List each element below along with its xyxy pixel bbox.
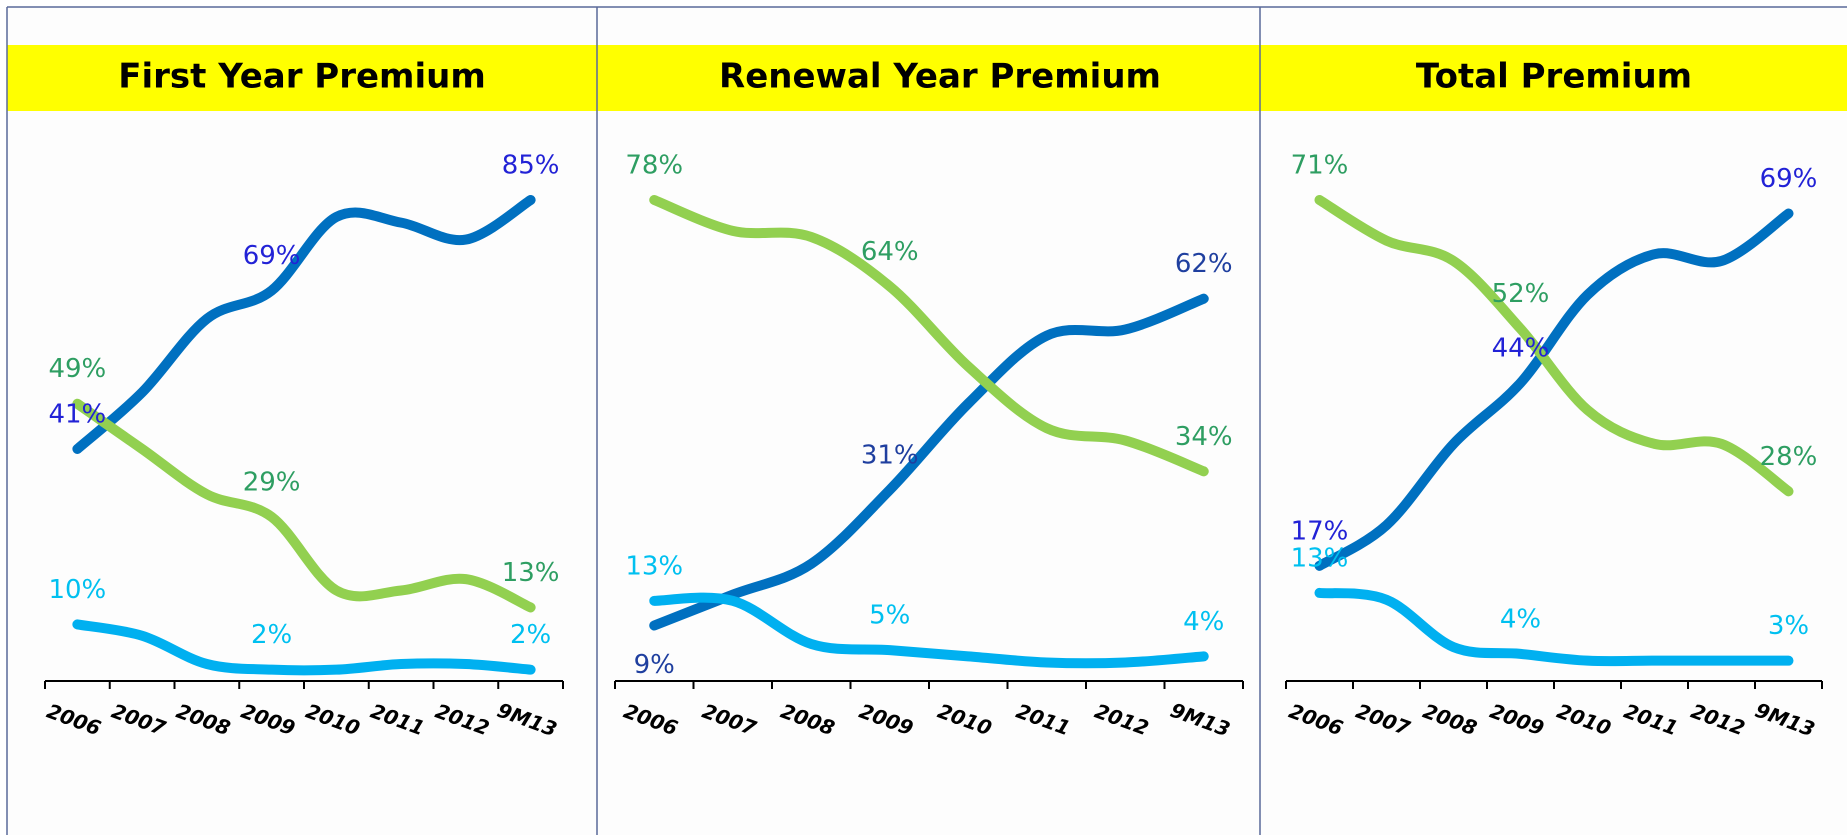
data-label: 17% xyxy=(1291,516,1349,546)
data-label: 52% xyxy=(1492,279,1550,309)
data-label: 69% xyxy=(1760,164,1818,194)
data-label: 28% xyxy=(1760,442,1818,472)
data-label: 10% xyxy=(48,575,106,605)
line-series xyxy=(649,195,1209,477)
line-series xyxy=(1314,587,1794,667)
line-series xyxy=(649,592,1209,669)
data-label: 4% xyxy=(1183,607,1224,637)
line-series xyxy=(72,195,536,454)
data-label: 29% xyxy=(243,467,301,497)
data-label: 2% xyxy=(251,620,292,650)
data-label: 2% xyxy=(510,620,551,650)
line-series xyxy=(1314,195,1794,497)
line-series xyxy=(649,293,1209,631)
chart-title: Renewal Year Premium xyxy=(719,57,1161,97)
data-label: 49% xyxy=(48,354,106,384)
data-label: 71% xyxy=(1291,151,1349,181)
data-label: 34% xyxy=(1175,422,1233,452)
data-label: 13% xyxy=(1291,543,1349,573)
data-label: 13% xyxy=(502,558,560,588)
data-label: 62% xyxy=(1175,249,1233,279)
data-label: 85% xyxy=(502,151,560,181)
data-label: 78% xyxy=(625,151,683,181)
chart-title: First Year Premium xyxy=(118,57,486,97)
background xyxy=(7,7,1847,835)
data-label: 9% xyxy=(634,650,675,680)
data-label: 41% xyxy=(48,399,106,429)
line-series xyxy=(72,398,536,613)
line-series xyxy=(72,619,536,676)
data-label: 5% xyxy=(869,601,910,631)
header-band xyxy=(7,45,1847,111)
line-series xyxy=(1314,208,1794,571)
data-label: 69% xyxy=(243,241,301,271)
data-label: 4% xyxy=(1500,604,1541,634)
chart-title: Total Premium xyxy=(1416,57,1692,97)
data-label: 64% xyxy=(861,237,919,267)
data-label: 3% xyxy=(1768,611,1809,641)
data-label: 44% xyxy=(1492,333,1550,363)
data-label: 31% xyxy=(861,440,919,470)
data-label: 13% xyxy=(625,551,683,581)
